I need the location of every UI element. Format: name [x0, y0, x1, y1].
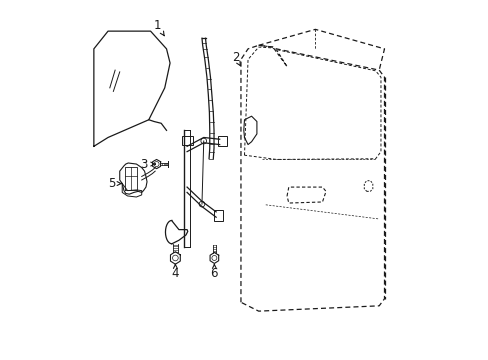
Text: 4: 4 — [171, 267, 179, 280]
Text: 3: 3 — [140, 158, 147, 171]
Text: 2: 2 — [231, 51, 239, 64]
Bar — [218, 136, 226, 146]
Text: 5: 5 — [108, 177, 115, 190]
Bar — [182, 136, 193, 145]
Text: 1: 1 — [154, 19, 161, 32]
Bar — [214, 210, 223, 221]
Text: 6: 6 — [210, 267, 218, 280]
